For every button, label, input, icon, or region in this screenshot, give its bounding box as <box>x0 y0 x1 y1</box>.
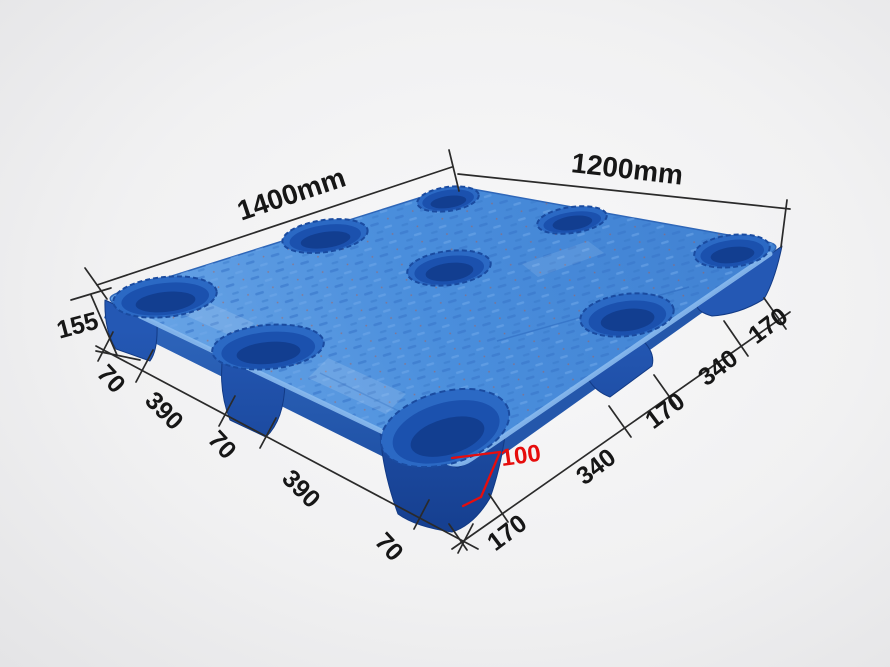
label-long-segment: 70 <box>202 425 241 464</box>
label-height: 155 <box>54 307 102 345</box>
foot-right-corner <box>696 245 783 317</box>
pallet-body <box>104 185 783 533</box>
deck-texture <box>110 187 776 465</box>
pallet-feet <box>104 245 783 533</box>
pallet-cup <box>406 249 492 287</box>
label-length: 1400mm <box>233 162 349 227</box>
label-foot-height: 100 <box>499 440 542 472</box>
label-short-segment: 170 <box>743 302 793 349</box>
label-short-segment: 340 <box>693 344 743 391</box>
pallet-cup <box>693 233 771 269</box>
pallet-cup <box>281 218 369 254</box>
dimension-foot-height <box>450 450 502 508</box>
pallet-cup <box>112 275 218 319</box>
pallet-cup <box>536 205 608 235</box>
label-long-segment: 390 <box>276 464 325 513</box>
foot-right-middle <box>585 337 654 398</box>
foot-left-corner <box>104 299 158 362</box>
dimension-lines <box>70 149 791 554</box>
dimension-long-edge <box>95 331 479 554</box>
pallet-cups <box>112 185 771 469</box>
pallet-cup <box>579 292 675 338</box>
dimension-short-edge <box>448 297 791 551</box>
label-long-segment: 70 <box>369 527 408 566</box>
pallet-cup <box>416 185 480 213</box>
foot-left-middle <box>221 353 286 438</box>
dimension-length <box>84 149 460 300</box>
label-short-segment: 170 <box>640 387 690 434</box>
label-short-segment: 340 <box>571 443 621 490</box>
pallet-cup <box>211 323 325 371</box>
label-long-segment: 390 <box>139 386 188 435</box>
label-width: 1200mm <box>570 147 685 190</box>
pallet-cup <box>379 387 511 469</box>
label-short-segment: 170 <box>482 509 532 556</box>
label-long-segment: 70 <box>91 359 130 398</box>
dimension-width <box>457 173 791 248</box>
